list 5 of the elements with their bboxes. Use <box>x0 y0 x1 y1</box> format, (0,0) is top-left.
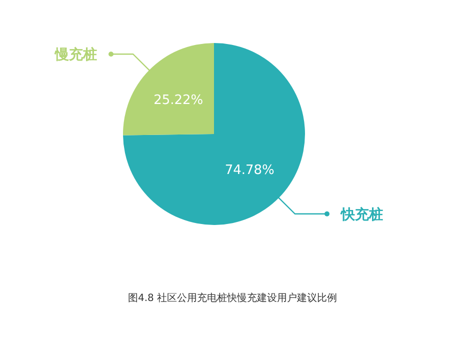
legend-label: 快充桩 <box>340 206 383 223</box>
data-label: 74.78% <box>224 163 274 178</box>
caption: 图4.8 社区公用充电桩快慢充建设用户建议比例 <box>128 292 338 304</box>
slice-label: 慢充桩 <box>54 46 98 64</box>
data-label: 25.22% <box>154 92 204 108</box>
